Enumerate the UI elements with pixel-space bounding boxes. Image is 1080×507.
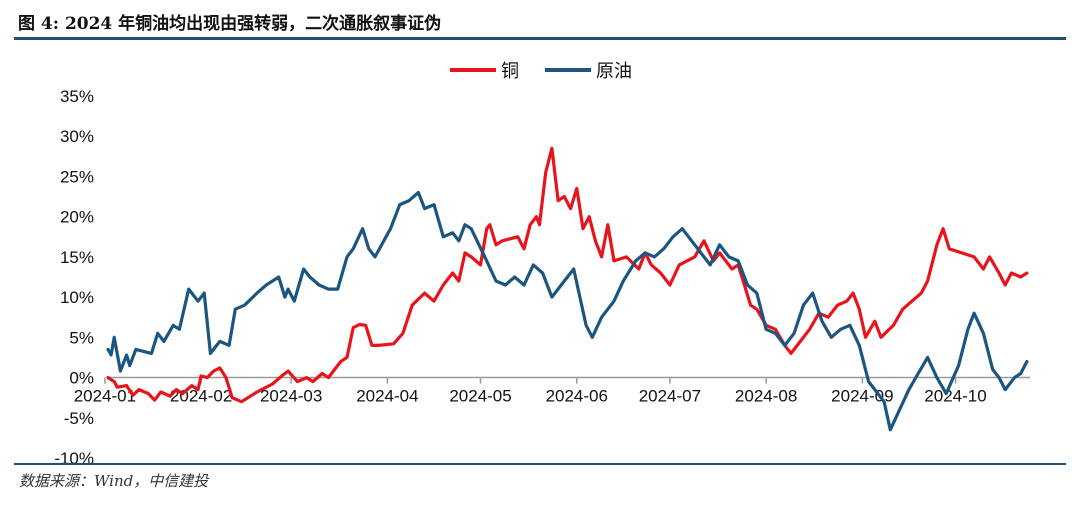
y-axis: -10% -5% 0% 5% 10% 15% 20% 25% 30% 35% bbox=[54, 87, 94, 468]
bottom-divider bbox=[14, 463, 1066, 465]
x-tick-label: 2024-05 bbox=[449, 387, 511, 406]
y-tick-label: -5% bbox=[64, 409, 94, 428]
legend: 铜 原油 bbox=[450, 61, 632, 82]
series-line-1 bbox=[106, 190, 1029, 432]
y-tick-label: 35% bbox=[60, 87, 94, 106]
series-line-0 bbox=[106, 146, 1029, 404]
x-tick-label: 2024-07 bbox=[639, 387, 701, 406]
legend-label-1: 原油 bbox=[596, 61, 632, 82]
x-tick-label: 2024-01 bbox=[74, 387, 136, 406]
y-tick-label: 20% bbox=[60, 208, 94, 227]
figure-title: 图 4: 2024 年铜油均出现由强转弱，二次通胀叙事证伪 bbox=[18, 14, 442, 34]
x-tick-label: 2024-02 bbox=[170, 387, 232, 406]
legend-label-0: 铜 bbox=[501, 61, 519, 82]
y-tick-label: 25% bbox=[60, 167, 94, 186]
title-divider bbox=[14, 37, 1066, 40]
x-tick-label: 2024-03 bbox=[260, 387, 322, 406]
y-tick-label: 0% bbox=[69, 369, 94, 388]
source-note: 数据来源：Wind，中信建投 bbox=[19, 472, 209, 490]
y-tick-label: 15% bbox=[60, 248, 94, 267]
y-tick-label: -10% bbox=[54, 449, 94, 468]
x-tick-label: 2024-04 bbox=[356, 387, 418, 406]
x-axis: 2024-01 2024-02 2024-03 2024-04 2024-05 2024-… bbox=[74, 376, 1030, 406]
x-tick-label: 2024-08 bbox=[735, 387, 797, 406]
y-tick-label: 30% bbox=[60, 127, 94, 146]
y-tick-label: 5% bbox=[69, 328, 94, 347]
y-tick-label: 10% bbox=[60, 288, 94, 307]
x-tick-label: 2024-06 bbox=[546, 387, 608, 406]
x-tick-label: 2024-10 bbox=[924, 387, 986, 406]
series-layer bbox=[106, 146, 1029, 432]
